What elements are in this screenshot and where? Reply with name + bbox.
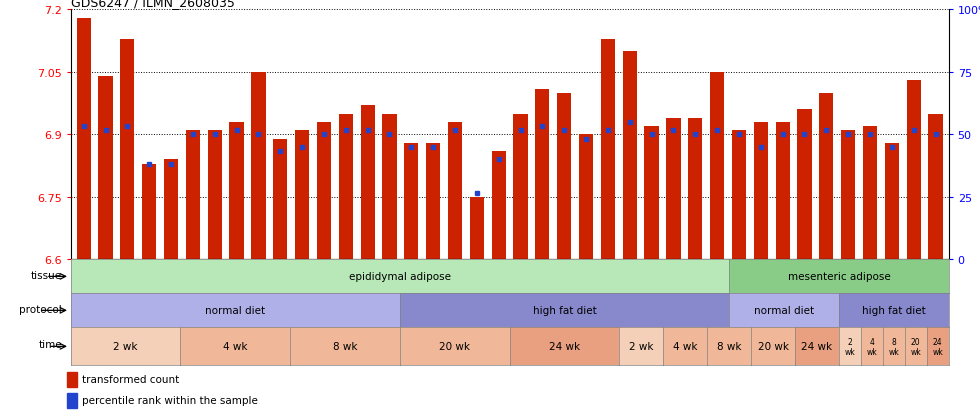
Bar	[601, 39, 615, 260]
Bar	[317, 123, 331, 260]
Bar	[186, 131, 200, 260]
Bar	[98, 77, 113, 260]
Text: transformed count: transformed count	[82, 374, 179, 384]
Bar	[469, 197, 484, 260]
Text: high fat diet: high fat diet	[532, 306, 597, 316]
Text: 8 wk: 8 wk	[332, 342, 357, 351]
Bar	[382, 114, 397, 260]
Bar	[492, 152, 506, 260]
Text: normal diet: normal diet	[754, 306, 814, 316]
Bar	[514, 114, 527, 260]
Text: high fat diet: high fat diet	[861, 306, 926, 316]
Text: 4 wk: 4 wk	[673, 342, 698, 351]
Text: 4 wk: 4 wk	[223, 342, 247, 351]
Bar	[885, 143, 899, 260]
Text: GDS6247 / ILMN_2608035: GDS6247 / ILMN_2608035	[71, 0, 234, 9]
Bar	[67, 372, 77, 387]
Text: 24
wk: 24 wk	[932, 337, 943, 356]
Text: 2 wk: 2 wk	[113, 342, 137, 351]
Bar	[121, 39, 134, 260]
Bar	[819, 93, 833, 260]
Text: 2 wk: 2 wk	[629, 342, 654, 351]
Text: protocol: protocol	[20, 304, 62, 314]
Text: 24 wk: 24 wk	[802, 342, 832, 351]
Bar	[798, 110, 811, 260]
Bar	[273, 139, 287, 260]
Bar	[295, 131, 310, 260]
Bar	[164, 160, 178, 260]
Bar	[841, 131, 856, 260]
Text: 8
wk: 8 wk	[889, 337, 899, 356]
Bar	[448, 123, 463, 260]
Bar	[579, 135, 593, 260]
Bar	[645, 127, 659, 260]
Bar	[732, 131, 746, 260]
Text: 20
wk: 20 wk	[910, 337, 921, 356]
Text: percentile rank within the sample: percentile rank within the sample	[82, 395, 258, 405]
Text: normal diet: normal diet	[205, 306, 266, 316]
Bar	[404, 143, 418, 260]
Text: mesenteric adipose: mesenteric adipose	[788, 272, 890, 282]
Bar	[208, 131, 221, 260]
Bar	[251, 73, 266, 260]
Bar	[361, 106, 374, 260]
Bar	[775, 123, 790, 260]
Text: tissue: tissue	[31, 270, 62, 280]
Bar	[67, 393, 77, 408]
Bar	[928, 114, 943, 260]
Bar	[863, 127, 877, 260]
Text: time: time	[38, 339, 62, 349]
Text: 4
wk: 4 wk	[866, 337, 877, 356]
Bar	[339, 114, 353, 260]
Bar	[557, 93, 571, 260]
Bar	[754, 123, 768, 260]
Bar	[426, 143, 440, 260]
Bar	[535, 89, 550, 260]
Bar	[906, 81, 921, 260]
Text: 2
wk: 2 wk	[845, 337, 856, 356]
Text: 24 wk: 24 wk	[549, 342, 580, 351]
Text: epididymal adipose: epididymal adipose	[349, 272, 451, 282]
Text: 20 wk: 20 wk	[758, 342, 789, 351]
Bar	[666, 119, 680, 260]
Bar	[229, 123, 244, 260]
Bar	[688, 119, 703, 260]
Bar	[710, 73, 724, 260]
Bar	[142, 164, 156, 260]
Bar	[622, 52, 637, 260]
Text: 8 wk: 8 wk	[716, 342, 741, 351]
Bar	[76, 19, 91, 260]
Text: 20 wk: 20 wk	[439, 342, 470, 351]
